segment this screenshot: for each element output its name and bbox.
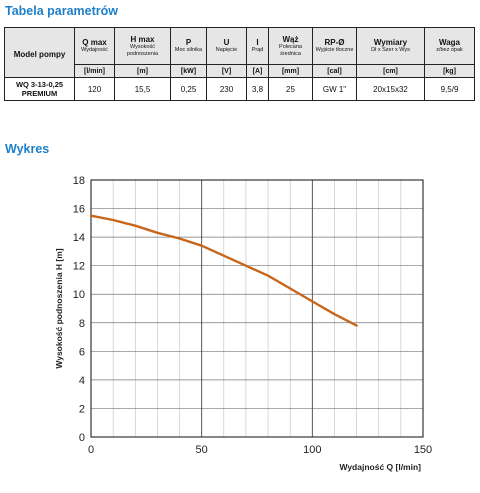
y-axis-label: Wysokość podnoszenia H [m] bbox=[54, 248, 64, 368]
series-line bbox=[89, 214, 358, 327]
y-tick-label: 4 bbox=[79, 375, 85, 387]
header-cell: RP-Ø Wyjście tłoczne bbox=[312, 27, 357, 65]
y-tick-label: 16 bbox=[73, 204, 85, 216]
header-cell: Wymiary Dł x Szer x Wys bbox=[356, 27, 425, 65]
value-cell: 15,5 bbox=[114, 77, 171, 101]
unit-cell: [kg] bbox=[424, 64, 475, 78]
y-tick-label: 18 bbox=[73, 175, 85, 187]
header-cell: P Moc silnika bbox=[170, 27, 207, 65]
value-cell: 20x15x32 bbox=[356, 77, 425, 101]
params-table: Model pompy Q max Wydajność H max Wysokość… bbox=[4, 27, 475, 101]
header-cell: I Prąd bbox=[246, 27, 269, 65]
header-cell: Wąż Polecana średnica bbox=[268, 27, 313, 65]
x-tick-label: 100 bbox=[303, 444, 321, 456]
x-tick-label: 150 bbox=[414, 444, 432, 456]
y-tick-label: 14 bbox=[73, 232, 85, 244]
y-tick-label: 6 bbox=[79, 346, 85, 358]
plot-frame bbox=[90, 179, 424, 438]
table-header-row: Model pompy Q max Wydajność H max Wysokość… bbox=[4, 27, 475, 78]
header-cell: Q max Wydajność bbox=[74, 27, 115, 65]
value-cell: 9,5/9 bbox=[424, 77, 475, 101]
header-cell: Waga z/bez opak bbox=[424, 27, 475, 65]
value-cell: 25 bbox=[268, 77, 313, 101]
value-cell: 0,25 bbox=[170, 77, 207, 101]
model-cell: WQ 3-13-0,25 PREMIUM bbox=[4, 77, 75, 101]
value-cell: GW 1" bbox=[312, 77, 357, 101]
pump-curve-chart: 0 2 4 6 8 10 12 14 16 18 0 50 100 150 Wydajność Q [l/m… bbox=[54, 175, 432, 472]
value-cell: 230 bbox=[206, 77, 247, 101]
y-tick-label: 12 bbox=[73, 261, 85, 273]
x-tick-label: 50 bbox=[196, 444, 208, 456]
unit-cell: [kW] bbox=[170, 64, 207, 78]
x-tick-label: 0 bbox=[88, 444, 94, 456]
unit-cell: [A] bbox=[246, 64, 269, 78]
unit-cell: [m] bbox=[114, 64, 171, 78]
unit-cell: [cal] bbox=[312, 64, 357, 78]
y-tick-label: 10 bbox=[73, 289, 85, 301]
unit-cell: [cm] bbox=[356, 64, 425, 78]
value-cell: 120 bbox=[74, 77, 115, 101]
y-tick-label: 2 bbox=[79, 403, 85, 415]
unit-cell: [mm] bbox=[268, 64, 313, 78]
model-header: Model pompy bbox=[4, 27, 75, 78]
unit-cell: [V] bbox=[206, 64, 247, 78]
y-tick-label: 0 bbox=[79, 432, 85, 444]
chart-section-title: Wykres bbox=[5, 142, 50, 156]
header-cell: H max Wysokość podnoszenia bbox=[114, 27, 171, 65]
y-tick-label: 8 bbox=[79, 318, 85, 330]
header-cell: U Napięcie bbox=[206, 27, 247, 65]
unit-cell: [l/min] bbox=[74, 64, 115, 78]
table-row: WQ 3-13-0,25 PREMIUM 120 15,5 0,25 230 3… bbox=[4, 77, 475, 101]
value-cell: 3,8 bbox=[246, 77, 269, 101]
table-units-row: [l/min] [m] [kW] [V] [A] [mm] [cal] [cm]… bbox=[5, 64, 475, 78]
x-axis-label: Wydajność Q [l/min] bbox=[339, 462, 421, 472]
params-section-title: Tabela parametrów bbox=[5, 4, 119, 18]
